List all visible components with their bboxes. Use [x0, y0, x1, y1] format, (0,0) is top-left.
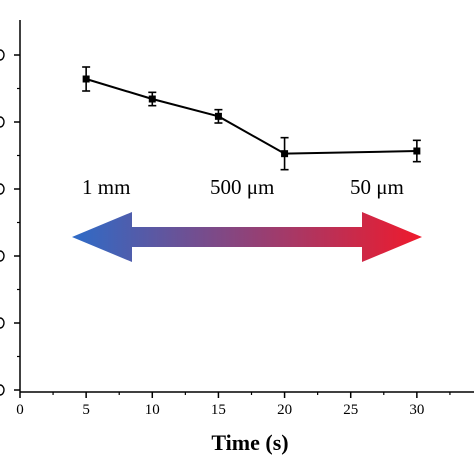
annotation-500um: 500 μm [210, 175, 274, 199]
data-point [82, 75, 90, 83]
x-axis-title: Time (s) [211, 430, 288, 455]
y-tick-label-fragment [0, 49, 5, 61]
annotation-1mm: 1 mm [82, 175, 130, 199]
y-axis-ticks [0, 49, 20, 396]
data-point [413, 147, 421, 155]
x-axis-ticks: 05101520253035 [16, 392, 451, 418]
x-tick-label: 20 [277, 402, 292, 418]
series-line [85, 78, 417, 155]
gradient-double-arrow [72, 212, 422, 262]
y-tick-label-fragment [0, 317, 5, 329]
x-tick-label: 30 [409, 402, 424, 418]
y-tick-label-fragment [0, 384, 5, 396]
data-point [214, 112, 222, 120]
y-tick-label-fragment [0, 250, 5, 262]
axes [19, 20, 474, 393]
data-point [281, 150, 289, 158]
annotation-50um: 50 μm [350, 175, 404, 199]
y-tick-label-fragment [0, 116, 5, 128]
x-tick-label: 5 [82, 402, 90, 418]
x-tick-label: 25 [343, 402, 358, 418]
data-point [148, 95, 156, 103]
x-tick-label: 10 [145, 402, 160, 418]
series-layer [82, 66, 421, 171]
y-tick-label-fragment [0, 183, 5, 195]
x-tick-label: 0 [16, 402, 24, 418]
x-tick-label: 15 [211, 402, 226, 418]
